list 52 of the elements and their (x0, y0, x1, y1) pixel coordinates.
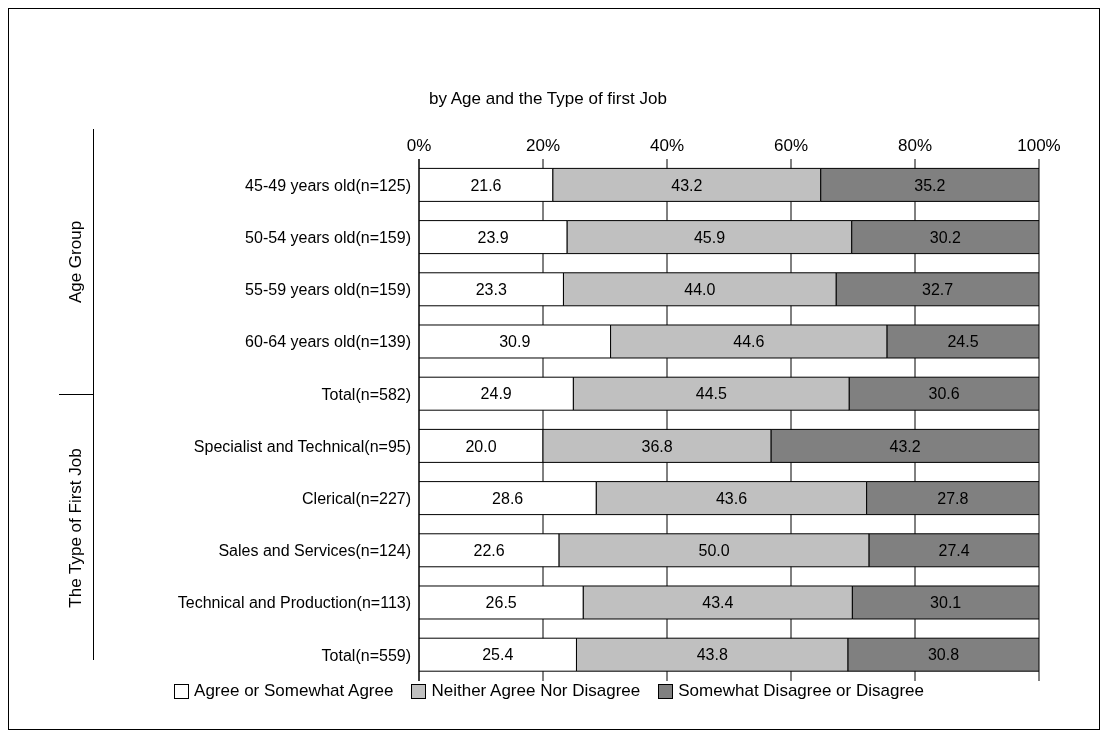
data-label: 27.4 (938, 541, 970, 559)
legend-label: Neither Agree Nor Disagree (430, 681, 641, 701)
data-label: 32.7 (922, 280, 954, 298)
data-label: 27.8 (937, 489, 969, 507)
x-tick-label: 80% (897, 136, 933, 155)
y-tick-label: 55-59 years old(n=159) (245, 281, 411, 299)
x-tick-label: 0% (406, 136, 432, 155)
y-tick-label: Total(n=559) (321, 646, 411, 664)
data-label: 50.0 (698, 541, 730, 559)
y-tick-label: Technical and Production(n=113) (177, 594, 411, 612)
x-tick-label: 20% (525, 136, 561, 155)
data-label: 28.6 (492, 489, 524, 507)
y-tick-label: Total(n=582) (321, 385, 411, 403)
y-tick-label: 45-49 years old(n=125) (245, 176, 411, 194)
legend-label: Somewhat Disagree or Disagree (677, 681, 924, 701)
data-label: 24.9 (480, 385, 512, 403)
data-label: 25.4 (482, 646, 514, 664)
data-label: 45.9 (693, 228, 726, 246)
y-tick-label: 60-64 years old(n=139) (245, 333, 411, 351)
data-label: 44.6 (733, 333, 765, 351)
data-label: 21.6 (470, 176, 502, 194)
data-label: 43.2 (889, 437, 921, 455)
data-label: 36.8 (641, 437, 673, 455)
data-label: 30.8 (927, 646, 960, 664)
legend-label: Agree or Somewhat Agree (193, 681, 394, 701)
y-tick-label: 50-54 years old(n=159) (245, 228, 411, 246)
data-label: 30.2 (929, 228, 962, 246)
data-label: 43.2 (671, 176, 703, 194)
x-tick-label: 40% (649, 136, 685, 155)
data-label: 44.0 (684, 280, 716, 298)
y-tick-label: Specialist and Technical(n=95) (193, 437, 411, 455)
data-label: 23.3 (475, 280, 507, 298)
x-tick-label: 60% (773, 136, 809, 155)
data-label: 23.9 (477, 228, 509, 246)
y-tick-label: Clerical(n=227) (302, 489, 411, 507)
data-label: 44.5 (695, 385, 727, 403)
data-label: 43.4 (702, 594, 734, 612)
y-tick-label: Sales and Services(n=124) (218, 542, 411, 560)
data-label: 26.5 (485, 594, 517, 612)
data-label: 43.8 (696, 646, 728, 664)
data-label: 30.9 (499, 333, 531, 351)
data-label: 20.0 (465, 437, 497, 455)
data-label: 22.6 (473, 541, 505, 559)
data-label: 30.1 (930, 594, 962, 612)
text: Age Group (66, 220, 86, 303)
data-label: 30.6 (928, 385, 960, 403)
data-label: 24.5 (947, 333, 979, 351)
data-label: 35.2 (914, 176, 946, 194)
x-tick-label: 100% (1017, 136, 1061, 155)
chart-title: by Age and the Type of first Job (429, 89, 667, 109)
text: The Type of First Job (66, 447, 86, 608)
data-label: 43.6 (715, 489, 748, 507)
